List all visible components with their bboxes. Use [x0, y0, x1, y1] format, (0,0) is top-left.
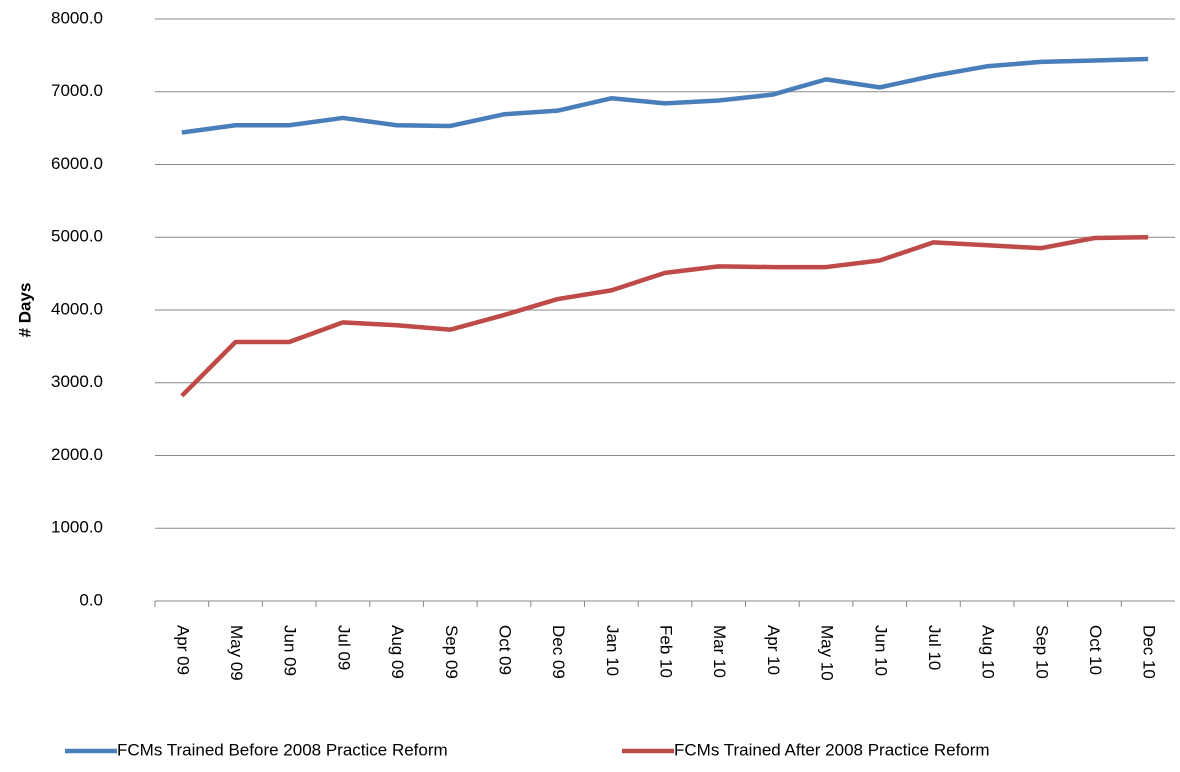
y-tick-label: 2000.0 — [51, 445, 103, 464]
x-tick-label: Feb 10 — [657, 625, 676, 678]
y-tick-label: 0.0 — [79, 590, 103, 609]
x-tick-label: Oct 10 — [1086, 625, 1105, 675]
x-tick-label: Sep 09 — [442, 625, 461, 679]
x-tick-label: Jun 09 — [281, 625, 300, 676]
x-tick-label: Aug 10 — [979, 625, 998, 679]
series-line — [181, 56, 1149, 135]
y-tick-label: 7000.0 — [51, 81, 103, 100]
x-tick-label: Jan 10 — [603, 625, 622, 676]
legend-label: FCMs Trained Before 2008 Practice Reform — [117, 740, 448, 759]
x-tick-label: May 09 — [227, 625, 246, 681]
x-tick-label: Mar 10 — [710, 625, 729, 678]
x-tick-label: Apr 09 — [173, 625, 192, 675]
x-tick-label: Apr 10 — [764, 625, 783, 675]
y-tick-label: 1000.0 — [51, 518, 103, 537]
x-tick-label: Sep 10 — [1032, 625, 1051, 679]
x-tick-label: Jul 09 — [334, 625, 353, 670]
x-tick-label: Jun 10 — [871, 625, 890, 676]
y-axis-title: # Days — [15, 283, 34, 338]
x-tick-label: Dec 10 — [1140, 625, 1159, 679]
x-tick-label: Oct 09 — [495, 625, 514, 675]
y-tick-label: 4000.0 — [51, 299, 103, 318]
x-tick-label: Jul 10 — [925, 625, 944, 670]
x-tick-label: May 10 — [818, 625, 837, 681]
y-tick-label: 5000.0 — [51, 227, 103, 246]
y-tick-label: 6000.0 — [51, 154, 103, 173]
legend-label: FCMs Trained After 2008 Practice Reform — [674, 740, 990, 759]
series-line — [180, 235, 1149, 398]
y-tick-label: 8000.0 — [51, 8, 103, 27]
x-tick-label: Dec 09 — [549, 625, 568, 679]
x-tick-label: Aug 09 — [388, 625, 407, 679]
y-tick-label: 3000.0 — [51, 372, 103, 391]
